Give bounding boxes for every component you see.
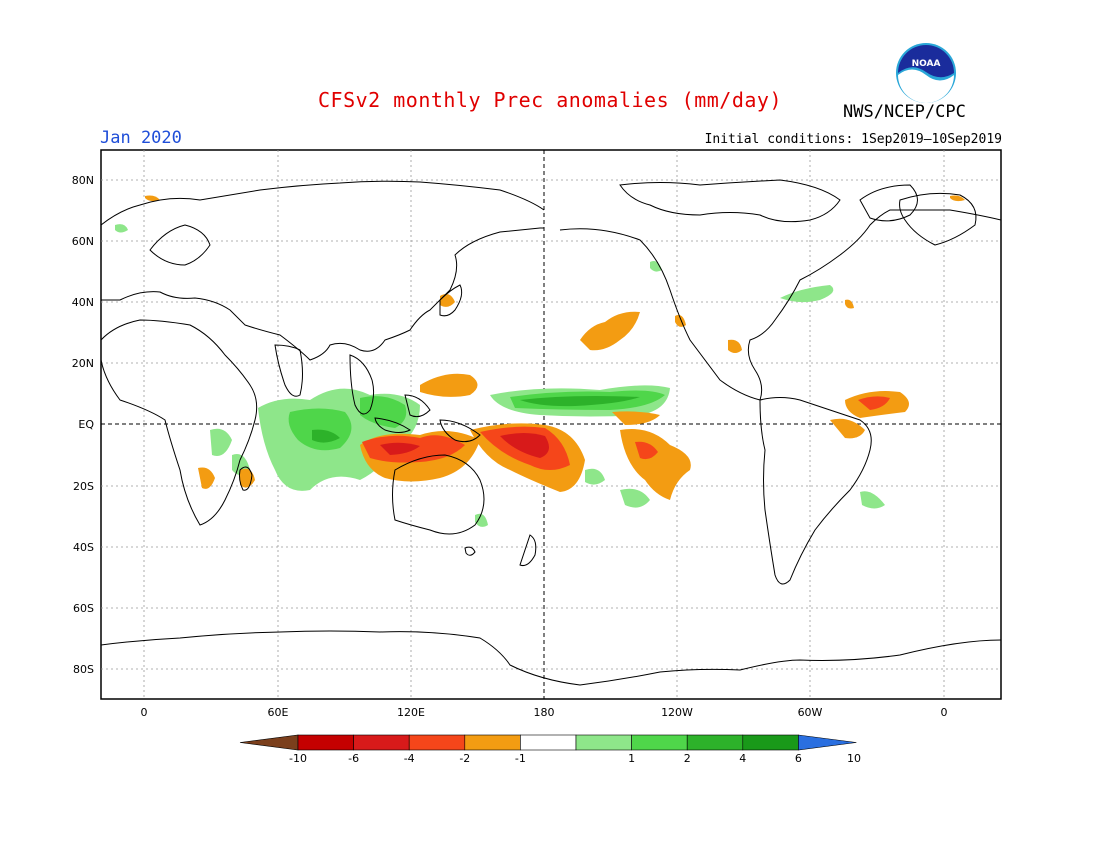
svg-text:0: 0 (141, 706, 148, 719)
colorbar-swatch (520, 734, 577, 751)
svg-text:60S: 60S (73, 602, 94, 615)
graticule (101, 150, 1001, 699)
colorbar-swatch (297, 734, 354, 751)
colorbar-swatch (631, 734, 688, 751)
agency-label: NWS/NCEP/CPC (843, 102, 966, 122)
coastlines (101, 179, 1001, 686)
colorbar-swatch (575, 734, 632, 751)
svg-text:180: 180 (534, 706, 555, 719)
svg-text:120E: 120E (397, 706, 425, 719)
colorbar-tick-label: -2 (459, 752, 470, 765)
anomaly-shading (115, 195, 965, 527)
colorbar-tick-label: -10 (289, 752, 307, 765)
colorbar-tick-label: 6 (795, 752, 802, 765)
svg-text:120W: 120W (661, 706, 693, 719)
colorbar-arrow-low (239, 734, 299, 751)
colorbar-legend: -10 -6 -4 -2 -1 1 2 4 6 10 (239, 734, 861, 765)
colorbar-swatch (464, 734, 521, 751)
longitude-labels: 0 60E 120E 180 120W 60W 0 (141, 706, 948, 719)
colorbar-swatch (353, 734, 410, 751)
initial-conditions: Initial conditions: 1Sep2019—10Sep2019 (704, 132, 1002, 147)
colorbar-swatch (686, 734, 744, 751)
colorbar-swatch (742, 734, 799, 751)
latitude-labels: 80N 60N 40N 20N EQ 20S 40S 60S 80S (72, 174, 95, 676)
svg-text:NOAA: NOAA (912, 59, 941, 69)
colorbar-swatch (408, 734, 466, 751)
svg-text:40S: 40S (73, 541, 94, 554)
noaa-logo-icon: NOAA (896, 43, 956, 103)
colorbar-tick-label: -6 (348, 752, 359, 765)
svg-text:80S: 80S (73, 663, 94, 676)
svg-text:40N: 40N (72, 296, 94, 309)
forecast-month: Jan 2020 (100, 128, 182, 148)
colorbar-tick-label: -1 (515, 752, 526, 765)
svg-text:20N: 20N (72, 357, 94, 370)
colorbar-tick-label: -4 (404, 752, 415, 765)
svg-text:60W: 60W (798, 706, 823, 719)
svg-text:0: 0 (941, 706, 948, 719)
colorbar-arrow-high (798, 734, 857, 751)
colorbar-tick-label: 1 (628, 752, 635, 765)
colorbar-tick-label: 10 (847, 752, 861, 765)
svg-text:80N: 80N (72, 174, 94, 187)
colorbar-tick-label: 2 (684, 752, 691, 765)
svg-text:20S: 20S (73, 480, 94, 493)
svg-text:60E: 60E (268, 706, 289, 719)
svg-text:EQ: EQ (78, 418, 94, 431)
map-title: CFSv2 monthly Prec anomalies (mm/day) (317, 88, 783, 112)
colorbar-tick-label: 4 (739, 752, 746, 765)
svg-text:60N: 60N (72, 235, 94, 248)
